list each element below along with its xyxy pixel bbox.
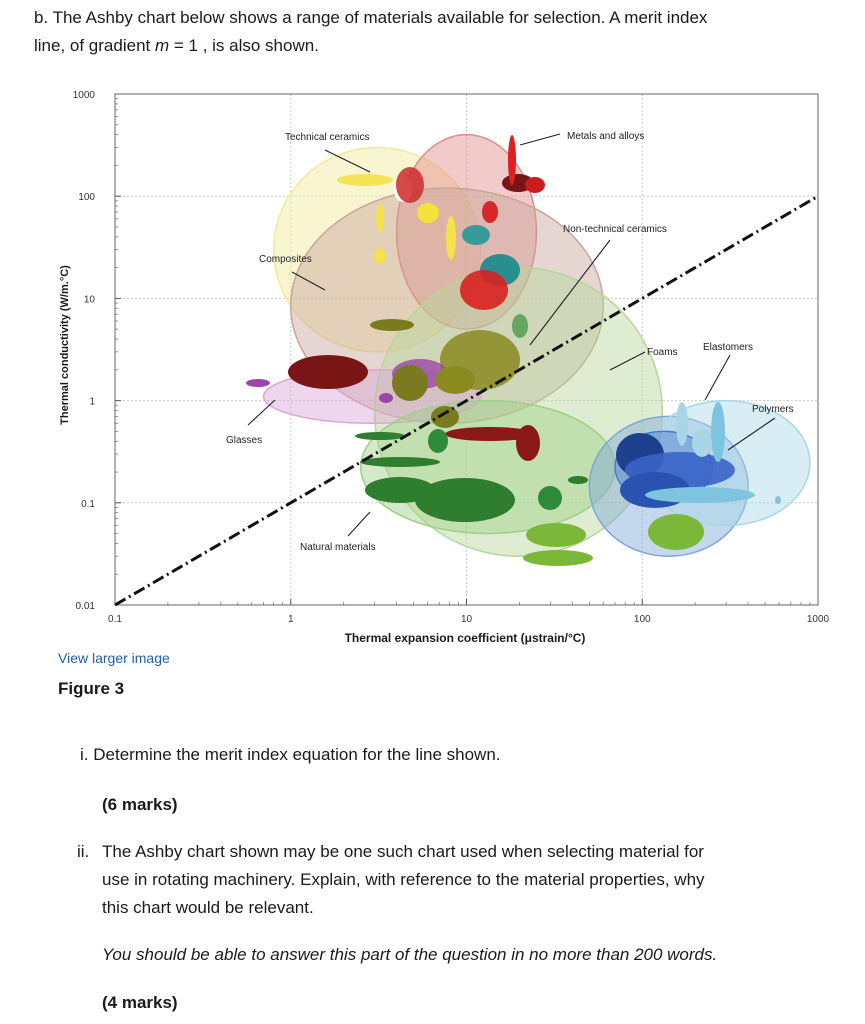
bubble xyxy=(360,457,440,467)
family-label: Elastomers xyxy=(703,342,753,353)
x-tick-label: 100 xyxy=(634,614,651,625)
bubble xyxy=(526,523,586,547)
material-bubbles xyxy=(246,135,781,566)
x-tick-label: 10 xyxy=(461,614,473,625)
bubble xyxy=(462,225,490,245)
bubble xyxy=(523,550,593,566)
figure-caption: Figure 3 xyxy=(58,679,125,698)
ashby-chart: Technical ceramics Metals and alloys Compo… xyxy=(59,90,830,645)
x-tick-label: 1000 xyxy=(807,614,830,625)
merit-index-line xyxy=(114,194,819,607)
bubble xyxy=(355,432,405,440)
question-ii-line-3: this chart would be relevant. xyxy=(102,898,314,917)
label-leader-line xyxy=(347,511,371,537)
gradient-variable: m xyxy=(154,36,170,55)
intro-line-2-prefix: line, of gradient xyxy=(34,36,155,55)
bubble xyxy=(692,429,712,457)
family-label: Polymers xyxy=(752,404,794,415)
chart-axes xyxy=(114,93,819,606)
x-axis-label: Thermal expansion coefficient (μstrain/°… xyxy=(345,631,586,645)
label-leader-line xyxy=(519,133,561,146)
bubble xyxy=(512,314,528,338)
family-label: Technical ceramics xyxy=(285,132,369,143)
bubble xyxy=(676,402,688,446)
intro-line-1: b. The Ashby chart below shows a range o… xyxy=(34,8,708,27)
intro-line-2: line, of gradient m = 1 , is also shown. xyxy=(34,32,834,60)
question-i: i. Determine the merit index equation fo… xyxy=(80,741,501,769)
label-leader-line xyxy=(609,351,646,371)
bubble xyxy=(392,365,428,401)
label-leader-line xyxy=(727,417,776,451)
label-leader-line xyxy=(704,354,731,401)
intro-line-2-suffix: = 1 , is also shown. xyxy=(169,36,319,55)
bubble xyxy=(648,514,704,550)
bubble xyxy=(525,177,545,193)
view-larger-image-link[interactable]: View larger image xyxy=(58,650,170,666)
family-label: Composites xyxy=(259,254,312,265)
label-leader-line xyxy=(324,149,371,173)
question-ii-line-2: use in rotating machinery. Explain, with… xyxy=(102,870,705,889)
y-tick-label: 1000 xyxy=(73,90,96,101)
question-intro: b. The Ashby chart below shows a range o… xyxy=(34,4,834,60)
bubble xyxy=(246,379,270,387)
bubble xyxy=(568,476,588,484)
bubble xyxy=(337,174,393,186)
x-tick-label: 1 xyxy=(288,614,294,625)
label-leader-line xyxy=(529,239,611,346)
question-i-number: i. xyxy=(80,745,89,764)
y-tick-label: 100 xyxy=(78,192,95,203)
plot-frame xyxy=(114,93,819,606)
family-label: Non-technical ceramics xyxy=(563,224,667,235)
label-leader-line xyxy=(247,399,276,426)
family-labels: Technical ceramics Metals and alloys Compo… xyxy=(226,131,794,553)
y-axis-label: Thermal conductivity (W/m.°C) xyxy=(59,265,71,425)
family-label: Metals and alloys xyxy=(567,131,644,142)
question-i-marks: (6 marks) xyxy=(102,795,178,814)
question-i-text: Determine the merit index equation for t… xyxy=(93,745,501,764)
word-limit-note: You should be able to answer this part o… xyxy=(102,945,718,964)
bubble xyxy=(460,270,508,310)
family-label: Natural materials xyxy=(300,542,376,553)
question-ii-text: The Ashby chart shown may be one such ch… xyxy=(102,838,842,922)
y-tick-label: 1 xyxy=(89,397,95,408)
bubble xyxy=(374,248,386,264)
bubble xyxy=(445,427,535,441)
bubble xyxy=(538,486,562,510)
bubble xyxy=(428,429,448,453)
bubble xyxy=(775,496,781,504)
bubble xyxy=(415,478,515,522)
tick-labels: 0.1 1 10 100 1000 0.01 0.1 1 10 100 1000 xyxy=(73,90,830,625)
bubble xyxy=(516,425,540,461)
bubble xyxy=(417,203,439,223)
bubble xyxy=(711,402,725,462)
question-ii-number: ii. xyxy=(77,842,90,861)
bubble xyxy=(379,393,393,403)
bubble xyxy=(288,355,368,389)
y-tick-label: 10 xyxy=(84,294,96,305)
x-tick-label: 0.1 xyxy=(108,614,122,625)
bubble xyxy=(508,135,516,185)
question-ii-line-1: The Ashby chart shown may be one such ch… xyxy=(102,842,704,861)
bubble xyxy=(396,167,424,203)
bubble xyxy=(645,487,755,503)
question-ii-marks: (4 marks) xyxy=(102,993,178,1012)
bubble xyxy=(446,216,456,260)
family-label: Foams xyxy=(647,347,678,358)
bubble xyxy=(370,319,414,331)
label-leader-line xyxy=(291,271,326,291)
merit-line xyxy=(114,194,819,607)
bubble xyxy=(482,201,498,223)
bubble xyxy=(435,366,475,394)
family-label: Glasses xyxy=(226,435,262,446)
y-tick-label: 0.01 xyxy=(76,601,96,612)
y-tick-label: 0.1 xyxy=(81,499,95,510)
bubble xyxy=(431,406,459,428)
bubble xyxy=(376,204,384,232)
